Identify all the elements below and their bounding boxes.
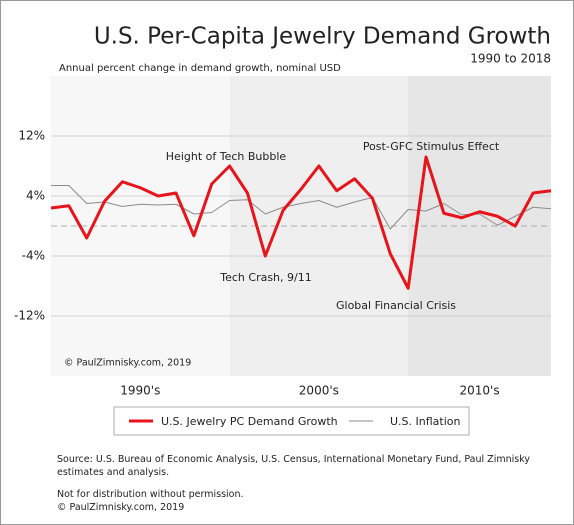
chart-title: U.S. Per-Capita Jewelry Demand Growth xyxy=(94,24,551,50)
y-tick-label: -4% xyxy=(22,249,45,263)
decade-label: 1990's xyxy=(120,384,160,398)
annotation: Tech Crash, 9/11 xyxy=(219,271,311,284)
decade-label: 2010's xyxy=(460,384,500,398)
legend-box xyxy=(113,406,470,436)
annotation: © PaulZimnisky.com, 2019 xyxy=(64,358,191,369)
annotation: Global Financial Crisis xyxy=(336,299,456,312)
source-note: Source: U.S. Bureau of Economic Analysis… xyxy=(57,454,530,478)
decade-band xyxy=(229,76,409,376)
decade-band xyxy=(408,76,551,376)
y-tick-label: 12% xyxy=(18,129,45,143)
y-tick-label: 4% xyxy=(26,189,45,203)
copyright: © PaulZimnisky.com, 2019 xyxy=(57,502,185,513)
disclaimer: Not for distribution without permission. xyxy=(57,489,244,500)
y-axis-label: Annual percent change in demand growth, … xyxy=(59,63,341,74)
series-line xyxy=(50,155,552,290)
annotation: Height of Tech Bubble xyxy=(166,150,287,163)
decade-label: 2000's xyxy=(299,384,339,398)
y-tick-label: -12% xyxy=(14,309,45,323)
chart: U.S. Per-Capita Jewelry Demand Growth 19… xyxy=(14,24,552,436)
legend-label: U.S. Inflation xyxy=(390,415,461,428)
legend-label: U.S. Jewelry PC Demand Growth xyxy=(161,415,338,428)
annotation: Post-GFC Stimulus Effect xyxy=(363,140,500,153)
chart-subtitle: 1990 to 2018 xyxy=(470,52,551,66)
